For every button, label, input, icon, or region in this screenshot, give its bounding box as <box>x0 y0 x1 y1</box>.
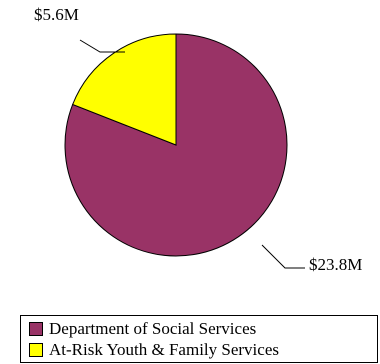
legend-label-at-risk-youth: At-Risk Youth & Family Services <box>49 339 279 359</box>
data-label-at-risk-youth: $5.6M <box>34 5 79 24</box>
legend-swatch-social-services <box>29 321 43 336</box>
pie-slices <box>64 33 288 257</box>
label-leader-lines <box>79 39 305 269</box>
data-label-social-services: $23.8M <box>309 255 362 274</box>
pie-slice-at-risk-youth <box>72 33 177 146</box>
leader-line-at-risk-youth <box>79 39 125 53</box>
pie-chart: $23.8M $5.6M <box>34 5 362 274</box>
legend-swatch-at-risk-youth <box>29 342 43 357</box>
legend-label-social-services: Department of Social Services <box>49 318 257 338</box>
legend-item-at-risk-youth: At-Risk Youth & Family Services <box>27 339 377 360</box>
legend: Department of Social Services At-Risk Yo… <box>20 315 378 363</box>
leader-line-social-services <box>261 244 305 269</box>
legend-item-social-services: Department of Social Services <box>27 318 377 339</box>
